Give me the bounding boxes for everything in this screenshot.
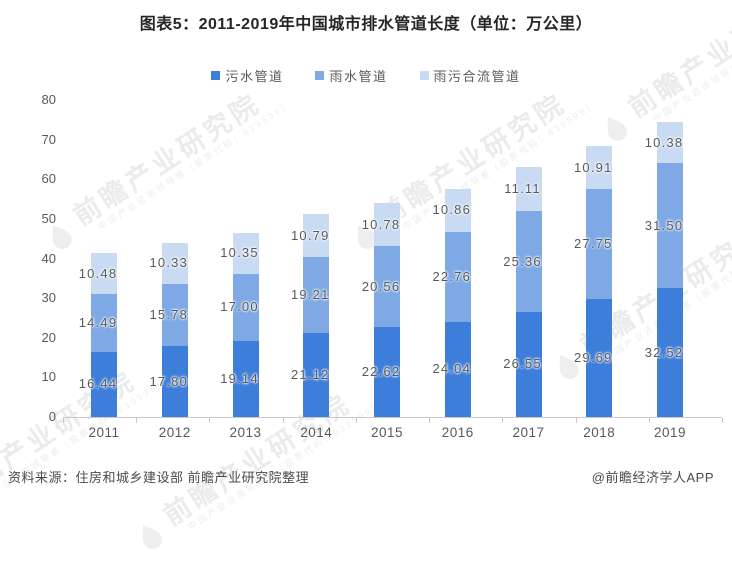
bar-segment <box>161 346 188 417</box>
value-label: 20.56 <box>361 278 401 294</box>
axis-tick <box>575 418 577 423</box>
value-label: 10.86 <box>432 202 472 218</box>
axis-tick <box>429 418 431 423</box>
axis-tick <box>648 418 650 423</box>
bar-segment <box>444 321 471 417</box>
value-label: 17.00 <box>220 299 259 315</box>
bar-segment <box>232 232 259 274</box>
bar-segment <box>161 243 188 284</box>
legend-item-3: 雨污合流管道 <box>419 66 521 85</box>
bar-segment <box>91 252 117 295</box>
value-label: 22.62 <box>361 364 401 380</box>
value-label: 10.79 <box>290 227 330 243</box>
y-axis-label: 0 <box>48 409 56 424</box>
value-label: 10.38 <box>644 134 684 150</box>
x-axis-label: 2013 <box>229 425 262 440</box>
value-label: 10.35 <box>220 245 259 261</box>
bar-segment <box>374 245 400 328</box>
axis-tick <box>209 418 211 423</box>
y-axis-label: 40 <box>41 250 56 266</box>
legend: 污水管道 雨水管道 雨污合流管道 <box>0 66 732 85</box>
bar-segment <box>91 351 117 417</box>
value-label: 31.50 <box>644 217 684 233</box>
legend-swatch-icon <box>315 71 325 80</box>
bar-segment <box>515 167 542 212</box>
value-label: 21.12 <box>290 367 330 383</box>
x-axis-label: 2017 <box>512 425 545 440</box>
x-axis-label: 2019 <box>653 425 687 440</box>
bar-segment <box>586 189 613 300</box>
y-axis-label: 50 <box>41 210 56 226</box>
value-label: 19.21 <box>290 287 330 303</box>
value-label: 17.80 <box>149 373 189 389</box>
axis-tick <box>282 418 284 423</box>
bar-segment <box>303 214 330 258</box>
bar-segment <box>586 146 613 190</box>
bar-segment <box>374 203 400 246</box>
source-note: 资料来源：住房和城乡建设部 前瞻产业研究院整理 <box>8 470 310 485</box>
bar-segment <box>303 257 330 334</box>
bar-segment <box>374 327 400 417</box>
legend-swatch-icon <box>419 71 429 80</box>
y-axis-label: 20 <box>41 329 56 345</box>
watermark-drop-logo-icon <box>128 514 172 558</box>
value-label: 22.76 <box>432 268 472 284</box>
bar-segment <box>232 273 259 342</box>
y-axis-label: 10 <box>41 369 56 385</box>
plot-area: 16.44 14.49 10.48 17.80 15.78 10.33 19.14 17.00… <box>63 100 722 418</box>
x-axis-label: 2014 <box>300 425 333 440</box>
y-axis-label: 60 <box>41 171 56 187</box>
bar-segment <box>444 231 471 322</box>
value-label: 16.44 <box>78 376 118 392</box>
value-label: 32.52 <box>644 344 684 360</box>
y-axis-label: 30 <box>41 290 56 306</box>
bar-segment <box>657 163 683 289</box>
bar-segment <box>657 122 683 164</box>
bar-segment <box>444 188 471 232</box>
x-axis-label: 2016 <box>441 425 474 440</box>
value-label: 27.75 <box>573 236 613 252</box>
y-axis-label: 80 <box>41 92 56 107</box>
legend-swatch-icon <box>211 71 221 80</box>
value-label: 15.78 <box>149 307 189 323</box>
x-axis-label: 2018 <box>583 425 616 440</box>
x-axis-label: 2015 <box>370 425 404 440</box>
value-label: 19.14 <box>220 371 259 387</box>
axis-tick <box>355 418 357 423</box>
x-axis-label: 2011 <box>88 425 120 440</box>
bar-segment <box>303 333 330 417</box>
value-label: 24.04 <box>432 361 472 377</box>
value-label: 14.49 <box>78 315 118 331</box>
x-axis-label: 2012 <box>158 425 191 440</box>
bar-segment <box>91 294 117 352</box>
y-axis-label: 70 <box>41 131 56 147</box>
chart-title: 图表5：2011-2019年中国城市排水管道长度（单位：万公里） <box>139 16 593 33</box>
value-label: 11.11 <box>504 181 541 197</box>
axis-tick <box>502 418 504 423</box>
value-label: 10.91 <box>573 159 613 175</box>
legend-label: 污水管道 <box>225 69 284 84</box>
axis-tick <box>722 418 723 423</box>
bar-segment <box>586 299 613 417</box>
value-label: 29.69 <box>573 350 613 366</box>
value-label: 26.55 <box>503 356 542 372</box>
axis-tick <box>63 418 64 423</box>
bar-segment <box>515 311 542 417</box>
value-label: 10.78 <box>361 216 401 232</box>
bar-segment <box>657 288 683 417</box>
bar-segment <box>161 283 188 347</box>
bar-segment <box>232 341 259 417</box>
value-label: 25.36 <box>503 253 542 269</box>
legend-label: 雨水管道 <box>329 69 388 84</box>
legend-label: 雨污合流管道 <box>433 69 521 84</box>
legend-item-2: 雨水管道 <box>315 66 387 85</box>
legend-item-1: 污水管道 <box>211 66 283 85</box>
value-label: 10.48 <box>78 265 118 281</box>
publisher-handle: @前瞻经济学人APP <box>591 470 714 485</box>
axis-tick <box>136 418 138 423</box>
bar-segment <box>515 211 542 312</box>
value-label: 10.33 <box>149 255 189 271</box>
